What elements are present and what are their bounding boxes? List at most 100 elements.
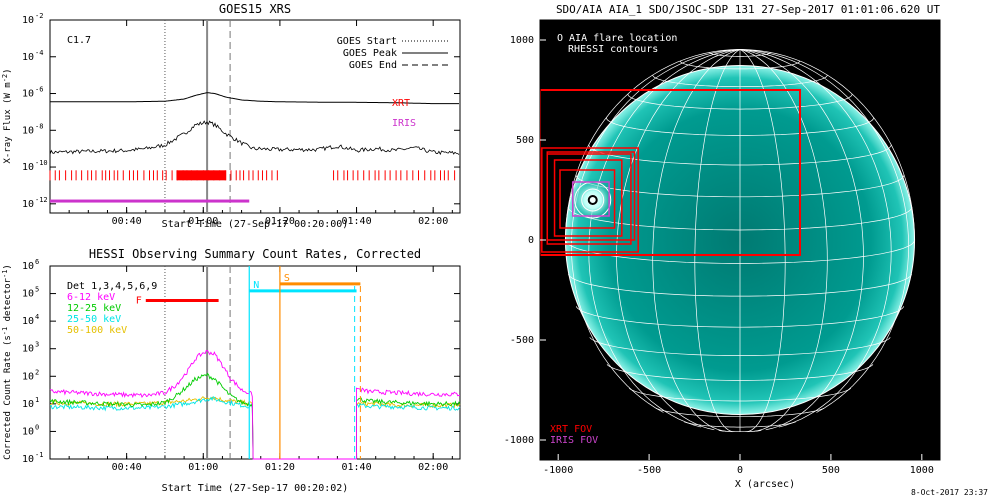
goes-ytick-label: 10 xyxy=(22,162,34,173)
aia-ytick-label: 1000 xyxy=(510,35,534,46)
hessi-title: HESSI Observing Summary Count Rates, Cor… xyxy=(89,247,421,261)
longitude-line xyxy=(588,49,741,428)
aia-ytick-label: 0 xyxy=(528,235,534,246)
legend-6-12-kev: 6-12 keV xyxy=(67,292,115,303)
goes-ytick-exp: -4 xyxy=(35,49,43,57)
goes-ytick-label: 10 xyxy=(22,125,34,136)
hessi-xtick-label: 00:40 xyxy=(112,462,142,473)
aia-xtick-label: 500 xyxy=(822,465,840,476)
flare-glow xyxy=(570,178,615,222)
goes-ylabel-exp: -2 xyxy=(1,74,9,82)
hessi-ytick-label: 10 xyxy=(22,344,34,355)
hessi-curves xyxy=(49,266,461,460)
goes-xtick-label: 00:40 xyxy=(112,216,142,227)
hessi-ytick-exp: 2 xyxy=(35,368,39,376)
flare-contour-inner xyxy=(581,188,605,212)
longitude-line xyxy=(652,49,741,432)
hessi-annotations: F N S xyxy=(136,266,361,459)
longitude-line xyxy=(739,49,915,241)
goes-curves xyxy=(49,20,460,213)
hessi-ytick-exp: 0 xyxy=(35,423,39,431)
aia-xtick-label: -500 xyxy=(637,465,661,476)
goes-legend: GOES Start GOES Peak GOES End xyxy=(337,36,448,71)
goes-ytick-exp: -2 xyxy=(35,12,43,20)
hessi-ytick-exp: 4 xyxy=(35,313,39,321)
aia-panel: SDO/AIA AIA_1 SDO/JSOC-SDP 131 27-Sep-20… xyxy=(504,3,988,497)
hessi-ytick-label: 10 xyxy=(22,454,34,465)
hessi-xtick-label: 02:00 xyxy=(418,462,448,473)
hessi-n-label: N xyxy=(253,280,259,291)
xrt-fov-box xyxy=(540,89,801,256)
fov-overlays xyxy=(540,89,801,256)
goes-series-0 xyxy=(50,92,459,105)
xrt-pointing-box xyxy=(546,151,636,241)
hessi-ytick-label: 10 xyxy=(22,316,34,327)
goes-ytick-label: 10 xyxy=(22,89,34,100)
goes-ytick-label: 10 xyxy=(22,52,34,63)
goes-ytick-label: 10 xyxy=(22,15,34,26)
hessi-ylabel-exp1: -1 xyxy=(1,327,9,335)
hessi-ytick-label: 10 xyxy=(22,399,34,410)
hessi-panel: HESSI Observing Summary Count Rates, Cor… xyxy=(1,247,461,494)
goes-ytick-exp: -8 xyxy=(35,122,43,130)
goes-xtick-label: 01:00 xyxy=(188,216,218,227)
hessi-ylabel-close: ) xyxy=(3,264,13,269)
hessi-ytick-exp: 3 xyxy=(35,341,39,349)
longitude-line xyxy=(694,49,741,433)
hessi-xtick-label: 01:00 xyxy=(188,462,218,473)
hessi-xlabel: Start Time (27-Sep-17 00:20:02) xyxy=(162,483,349,494)
hessi-detectors: Det 1,3,4,5,6,9 xyxy=(67,281,157,292)
aia-axis: -1000 -500 0 500 1000 1000 500 0 -500 -1000 xyxy=(504,19,941,476)
aia-legend-flare: O AIA flare location xyxy=(557,33,677,44)
xrt-pointing-box xyxy=(553,159,623,237)
legend-goes-start: GOES Start xyxy=(337,36,397,47)
hessi-series-2 xyxy=(49,396,461,460)
goes-series-1 xyxy=(49,120,460,156)
goes-ylabel-close: ) xyxy=(3,68,13,73)
hessi-ytick-exp: 1 xyxy=(35,396,39,404)
legend-50-100-kev: 50-100 keV xyxy=(67,325,127,336)
goes-iris-label: IRIS xyxy=(392,118,416,129)
aia-legend-iris: IRIS FOV xyxy=(550,435,598,446)
goes-ytick-exp: -12 xyxy=(35,196,48,204)
goes-xtick-label: 01:40 xyxy=(341,216,371,227)
hessi-xtick-label: 01:40 xyxy=(341,462,371,473)
legend-25-50-kev: 25-50 keV xyxy=(67,314,121,325)
hessi-ylabel-mid: detector xyxy=(3,277,13,326)
aia-legend-xrt: XRT FOV xyxy=(550,424,592,435)
footer-date: 8-Oct-2017 23:37 xyxy=(911,488,988,497)
hessi-series-1 xyxy=(49,372,461,460)
legend-goes-end: GOES End xyxy=(349,60,397,71)
goes-ytick-exp: -6 xyxy=(35,86,43,94)
goes-class-label: C1.7 xyxy=(67,35,91,46)
goes-title: GOES15 XRS xyxy=(219,2,291,16)
aia-title: SDO/AIA AIA_1 SDO/JSOC-SDP 131 27-Sep-20… xyxy=(556,3,940,16)
aia-xlabel: X (arcsec) xyxy=(735,479,795,490)
hessi-ylabel-main: Corrected Count Rate (s xyxy=(3,335,13,460)
goes-plot-frame xyxy=(49,19,461,214)
goes-ytick-exp: -10 xyxy=(35,159,48,167)
xrt-pointing-box xyxy=(541,147,639,253)
hessi-ytick-label: 10 xyxy=(22,289,34,300)
longitude-line xyxy=(739,49,828,432)
hessi-f-label: F xyxy=(136,295,142,306)
hessi-ytick-exp: 6 xyxy=(35,258,39,266)
aia-legend-rhessi: RHESSI contours xyxy=(568,44,658,55)
hessi-series-0 xyxy=(49,349,460,460)
aia-xtick-label: 1000 xyxy=(910,465,934,476)
hessi-s-label: S xyxy=(284,273,290,284)
goes-coverage-bars xyxy=(49,170,456,203)
hessi-ytick-exp: -1 xyxy=(35,451,43,459)
hessi-ytick-exp: 5 xyxy=(35,286,39,294)
hessi-ylabel: Corrected Count Rate (s-1 detector-1) xyxy=(1,264,13,460)
goes-xtick-label: 01:20 xyxy=(265,216,295,227)
longitude-line xyxy=(739,49,786,433)
hessi-xtick-label: 01:20 xyxy=(265,462,295,473)
goes-xlabel: Start Time (27-Sep-17 00:20:00) xyxy=(162,219,349,230)
iris-coverage-bar xyxy=(50,199,250,203)
